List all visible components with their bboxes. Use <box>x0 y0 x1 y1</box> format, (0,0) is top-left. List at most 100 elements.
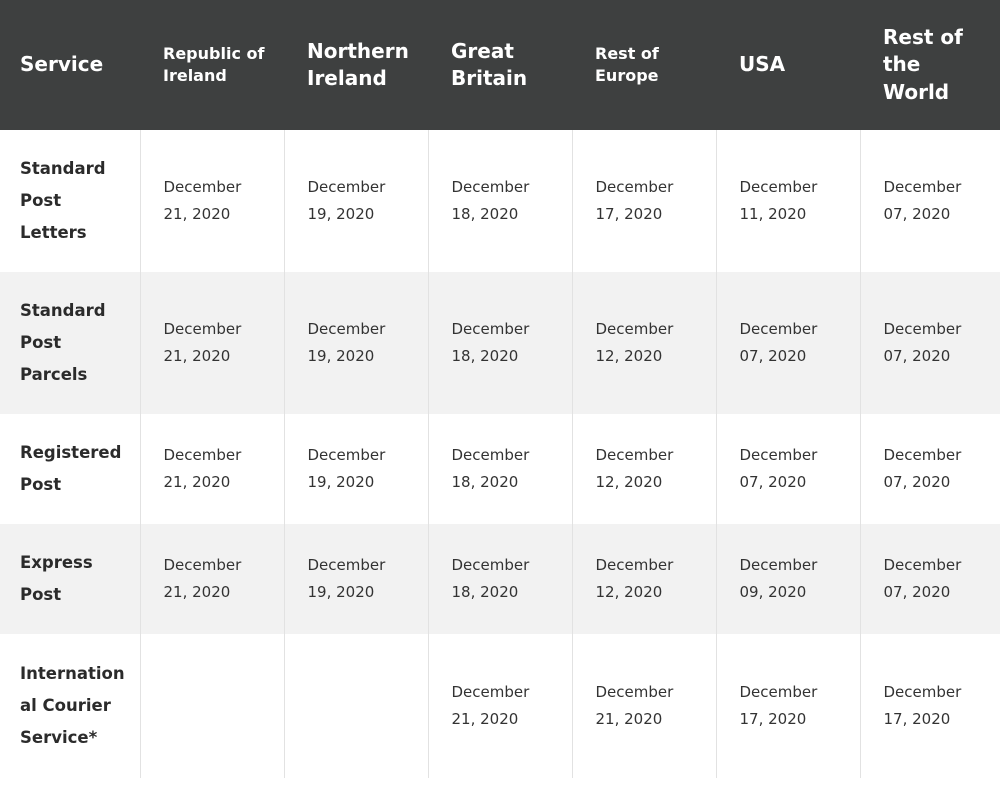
date-cell-rest-of-europe: December 12, 2020 <box>571 524 716 634</box>
date-day-year: 07, 2020 <box>739 347 807 365</box>
date-day-year: 19, 2020 <box>307 347 375 365</box>
date-cell-northern-ireland: December 19, 2020 <box>283 524 428 634</box>
date-month: December <box>595 320 674 338</box>
date-day-year: 17, 2020 <box>883 710 951 728</box>
date-cell-great-britain: December 18, 2020 <box>427 272 572 414</box>
date-month: December <box>739 683 818 701</box>
date-month: December <box>883 178 962 196</box>
date-cell-usa: December 07, 2020 <box>715 272 860 414</box>
date-day-year: 07, 2020 <box>883 205 951 223</box>
date-day-year: 21, 2020 <box>451 710 519 728</box>
date-cell-rest-of-the-world: December 07, 2020 <box>859 272 1000 414</box>
table-row: Express Post December 21, 2020 December 19, 2… <box>0 524 1000 634</box>
date-day-year: 07, 2020 <box>739 473 807 491</box>
date-day-year: 21, 2020 <box>163 473 231 491</box>
table-header: Service Republic of Ireland Northern Ireland… <box>0 0 1000 130</box>
date-day-year: 07, 2020 <box>883 583 951 601</box>
service-name-cell: Standard Post Parcels <box>20 300 106 385</box>
column-header-northern-ireland: Northern Ireland <box>307 38 409 90</box>
date-day-year: 12, 2020 <box>595 347 663 365</box>
date-cell-usa: December 09, 2020 <box>715 524 860 634</box>
date-day-year: 19, 2020 <box>307 583 375 601</box>
date-day-year: 18, 2020 <box>451 205 519 223</box>
date-cell-northern-ireland: December 19, 2020 <box>283 130 428 272</box>
date-cell-rest-of-the-world: December 07, 2020 <box>859 414 1000 524</box>
date-cell-republic-of-ireland: December 21, 2020 <box>139 130 284 272</box>
date-month: December <box>883 446 962 464</box>
date-cell-northern-ireland <box>283 634 428 778</box>
date-month: December <box>307 446 386 464</box>
date-cell-rest-of-europe: December 21, 2020 <box>571 634 716 778</box>
date-cell-northern-ireland: December 19, 2020 <box>283 414 428 524</box>
date-month: December <box>163 178 242 196</box>
table-row: Standard Post Parcels December 21, 2020 Decem… <box>0 272 1000 414</box>
date-cell-rest-of-europe: December 12, 2020 <box>571 272 716 414</box>
date-cell-rest-of-the-world: December 07, 2020 <box>859 130 1000 272</box>
date-day-year: 07, 2020 <box>883 347 951 365</box>
date-cell-usa: December 17, 2020 <box>715 634 860 778</box>
date-day-year: 18, 2020 <box>451 473 519 491</box>
table-body: Standard Post Letters December 21, 2020 Decem… <box>0 130 1000 778</box>
date-month: December <box>739 446 818 464</box>
date-month: December <box>163 446 242 464</box>
date-day-year: 19, 2020 <box>307 205 375 223</box>
date-cell-rest-of-the-world: December 07, 2020 <box>859 524 1000 634</box>
date-day-year: 12, 2020 <box>595 473 663 491</box>
date-cell-rest-of-europe: December 17, 2020 <box>571 130 716 272</box>
date-cell-republic-of-ireland: December 21, 2020 <box>139 524 284 634</box>
date-day-year: 12, 2020 <box>595 583 663 601</box>
date-cell-great-britain: December 18, 2020 <box>427 130 572 272</box>
date-cell-rest-of-europe: December 12, 2020 <box>571 414 716 524</box>
date-day-year: 09, 2020 <box>739 583 807 601</box>
date-month: December <box>883 683 962 701</box>
date-cell-great-britain: December 18, 2020 <box>427 414 572 524</box>
date-cell-rest-of-the-world: December 17, 2020 <box>859 634 1000 778</box>
date-cell-republic-of-ireland: December 21, 2020 <box>139 272 284 414</box>
date-month: December <box>451 683 530 701</box>
date-month: December <box>307 320 386 338</box>
date-month: December <box>163 556 242 574</box>
date-day-year: 11, 2020 <box>739 205 807 223</box>
service-name-cell: Standard Post Letters <box>20 158 106 243</box>
date-day-year: 07, 2020 <box>883 473 951 491</box>
date-month: December <box>595 556 674 574</box>
date-cell-usa: December 11, 2020 <box>715 130 860 272</box>
column-header-usa: USA <box>739 52 786 77</box>
service-name-cell: Registered Post <box>20 442 122 494</box>
date-month: December <box>451 556 530 574</box>
date-day-year: 18, 2020 <box>451 347 519 365</box>
service-name-cell: Internation al Courier Service* <box>20 663 125 748</box>
date-day-year: 17, 2020 <box>739 710 807 728</box>
date-day-year: 17, 2020 <box>595 205 663 223</box>
date-month: December <box>451 446 530 464</box>
date-cell-republic-of-ireland <box>139 634 284 778</box>
date-month: December <box>739 556 818 574</box>
date-day-year: 18, 2020 <box>451 583 519 601</box>
column-header-great-britain: Great Britain <box>451 38 528 90</box>
date-day-year: 21, 2020 <box>595 710 663 728</box>
table-row: Standard Post Letters December 21, 2020 Decem… <box>0 130 1000 272</box>
date-day-year: 21, 2020 <box>163 205 231 223</box>
column-header-republic-of-ireland: Republic of Ireland <box>163 44 265 85</box>
header-row: Service Republic of Ireland Northern Ireland… <box>0 0 1000 130</box>
date-month: December <box>739 178 818 196</box>
date-cell-great-britain: December 21, 2020 <box>427 634 572 778</box>
service-name-cell: Express Post <box>20 552 93 604</box>
column-header-service: Service <box>20 52 104 77</box>
date-month: December <box>163 320 242 338</box>
date-month: December <box>595 178 674 196</box>
column-header-rest-of-the-world: Rest of the World <box>883 25 963 104</box>
date-month: December <box>451 320 530 338</box>
date-month: December <box>883 556 962 574</box>
date-cell-usa: December 07, 2020 <box>715 414 860 524</box>
date-day-year: 19, 2020 <box>307 473 375 491</box>
table-row: Internation al Courier Service* December 21,… <box>0 634 1000 778</box>
date-month: December <box>739 320 818 338</box>
date-month: December <box>595 683 674 701</box>
date-day-year: 21, 2020 <box>163 347 231 365</box>
date-day-year: 21, 2020 <box>163 583 231 601</box>
date-month: December <box>883 320 962 338</box>
table-row: Registered Post December 21, 2020 December 19… <box>0 414 1000 524</box>
date-month: December <box>307 556 386 574</box>
